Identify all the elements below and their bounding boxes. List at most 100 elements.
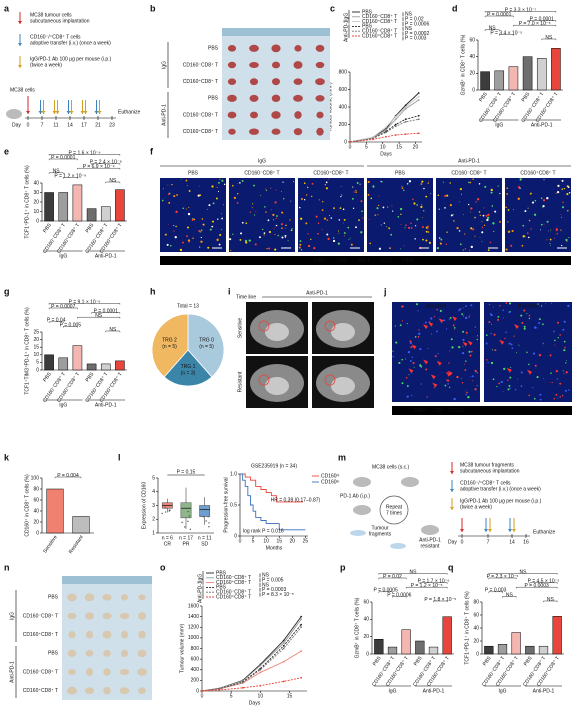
day-label: 11	[53, 122, 58, 128]
image-dot	[505, 302, 508, 304]
image-dot	[282, 181, 284, 183]
image-dot	[423, 187, 425, 190]
image-dot	[181, 241, 184, 244]
image-dot	[490, 361, 494, 365]
image-dot	[351, 197, 354, 200]
tumour	[102, 612, 112, 620]
image-dot	[467, 395, 470, 399]
slice-value: (n = 5)	[199, 344, 214, 350]
day-label: 0	[461, 539, 464, 545]
point	[394, 115, 397, 118]
image-dot	[493, 231, 495, 232]
tumour	[67, 593, 77, 602]
panel-label: q	[448, 562, 454, 572]
bar	[522, 56, 533, 91]
image-dot	[564, 389, 567, 392]
slice-label: TRG 2	[162, 337, 177, 343]
image-dot	[471, 380, 473, 382]
image-dot	[268, 230, 272, 234]
image-dot	[358, 219, 360, 222]
tumour	[249, 94, 259, 102]
image-dot	[524, 210, 527, 213]
image-dot	[252, 203, 254, 205]
tumour	[271, 128, 281, 135]
x-tick-label: PBS	[482, 655, 493, 667]
group-label: IgG	[388, 688, 396, 694]
annotation: P = 0.005	[60, 322, 82, 328]
panel-label: n	[4, 562, 10, 572]
image-dot	[456, 375, 459, 379]
label: Euthanize	[118, 109, 140, 115]
image-dot	[182, 207, 185, 210]
image-dot	[276, 215, 278, 217]
tumour	[249, 44, 259, 52]
image-dot	[164, 233, 167, 236]
arrow-head	[18, 65, 22, 68]
image-dot	[504, 337, 506, 340]
ct-lesion	[324, 374, 336, 386]
point	[282, 639, 285, 642]
panel-label: o	[160, 562, 166, 572]
image-dot	[300, 197, 303, 200]
arrowhead-marker	[436, 360, 442, 366]
image-dot	[409, 340, 412, 343]
image-dot	[487, 216, 490, 219]
ct-organ	[331, 323, 355, 341]
image-dot	[349, 237, 351, 239]
image-dot	[563, 349, 566, 352]
image-dot	[200, 240, 203, 243]
image-dot	[559, 382, 562, 385]
image-title: CD160⁻CD8⁺ T	[451, 170, 486, 176]
image-dot	[520, 371, 523, 374]
image-dot	[405, 224, 407, 226]
y-tick-label: 400	[191, 667, 200, 673]
annotation: NS	[53, 169, 61, 175]
line	[349, 99, 419, 143]
bar	[536, 58, 547, 91]
image-dot	[360, 231, 363, 234]
image-dot	[447, 383, 449, 385]
image-dot	[440, 238, 443, 241]
image-dot	[283, 198, 285, 200]
image-dot	[555, 370, 558, 373]
y-tick-label: 800	[191, 646, 200, 652]
image-dot	[549, 245, 551, 246]
y-axis-label: TCF1⁺TIM3⁺PD-1⁺ in CD8⁺ T cells (%)	[24, 307, 30, 395]
image-dot	[420, 205, 423, 208]
image-dot	[200, 236, 202, 239]
image-dot	[265, 211, 267, 213]
image-dot	[237, 192, 239, 195]
image-dot	[397, 216, 400, 218]
y-tick-label: 40	[473, 625, 479, 631]
image-dot	[556, 190, 560, 194]
image-dot	[483, 224, 486, 226]
image-dot	[458, 345, 461, 349]
line	[201, 626, 302, 692]
point	[259, 664, 262, 667]
jitter-dot	[161, 512, 163, 515]
bar	[494, 70, 505, 91]
image-dot	[559, 396, 561, 398]
image-dot	[442, 181, 444, 183]
arrow-head	[450, 507, 454, 510]
label: Anti-PD-1	[419, 537, 441, 543]
image-dot	[450, 214, 453, 217]
image-dot	[461, 382, 464, 384]
tumour	[227, 45, 237, 52]
image-dot	[405, 377, 408, 379]
image-dot	[484, 185, 487, 188]
image-dot	[461, 193, 462, 195]
legend-text: IgG/PD-1 Ab 100 μg per mouse (i.p.)	[460, 498, 542, 504]
tumour	[138, 630, 146, 639]
tumour	[249, 78, 259, 86]
image-dot	[490, 323, 493, 325]
legend-label: PBS	[362, 24, 373, 30]
image-dot	[490, 188, 493, 192]
image-dot	[452, 214, 454, 216]
bar	[86, 363, 97, 371]
image-dot	[421, 180, 424, 183]
image-dot	[221, 228, 223, 230]
image-dot	[387, 206, 389, 208]
image-dot	[188, 240, 191, 243]
x-tick-label: 0	[239, 538, 242, 544]
